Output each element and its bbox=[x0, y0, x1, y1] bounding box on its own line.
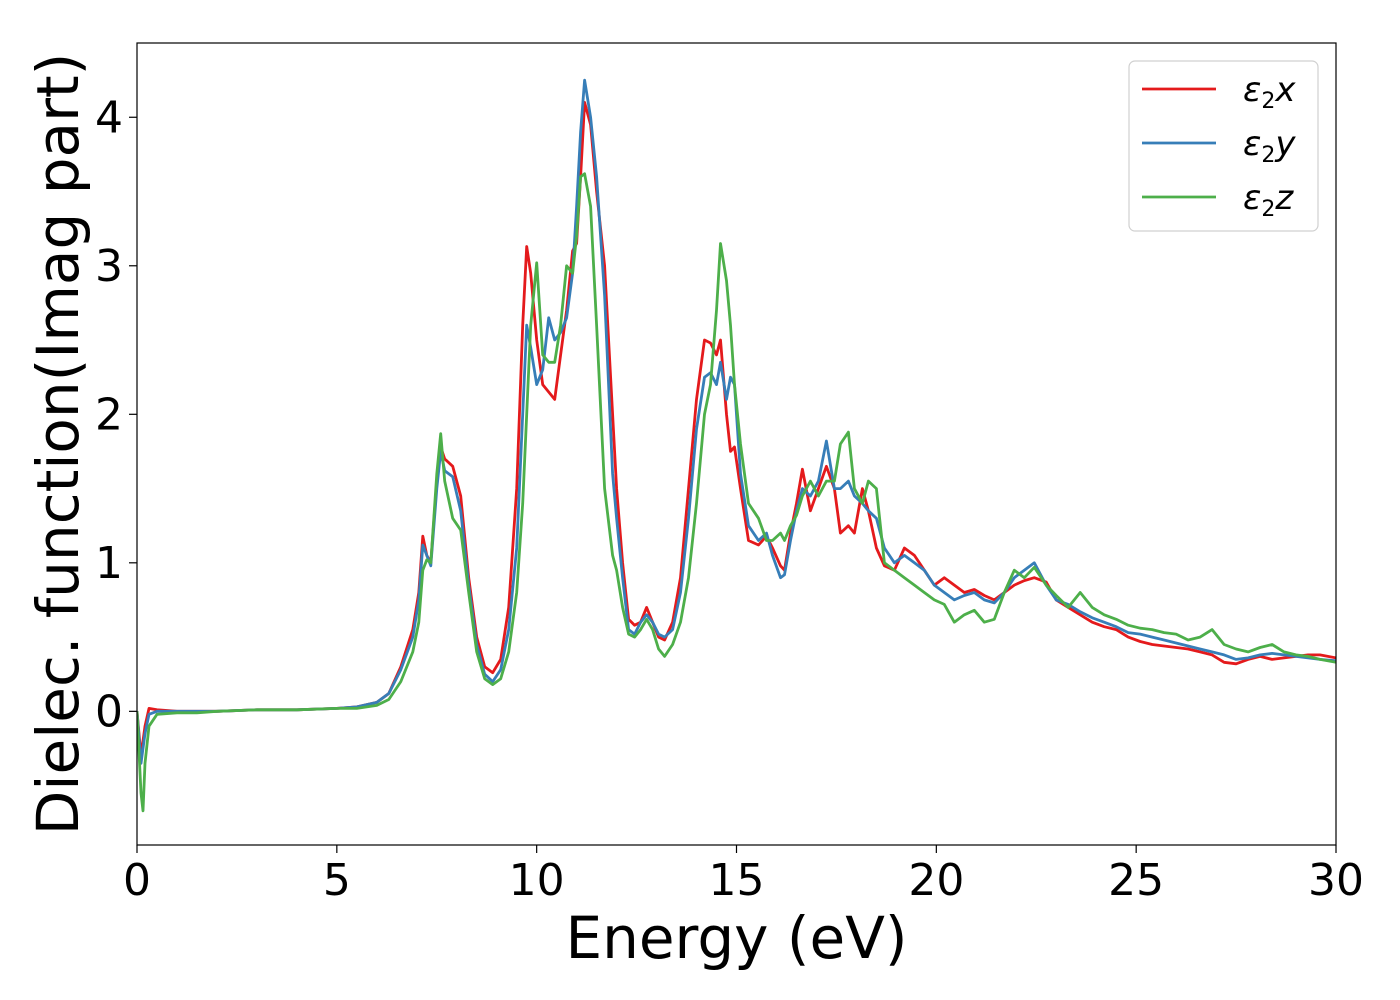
y-tick-label: 0 bbox=[95, 686, 123, 737]
y-tick-label: 4 bbox=[95, 92, 123, 143]
plot-area bbox=[137, 78, 1336, 813]
legend-label-y: ε2y bbox=[1243, 124, 1296, 168]
x-tick-label: 30 bbox=[1308, 855, 1364, 906]
x-axis-title: Energy (eV) bbox=[565, 904, 907, 972]
y-tick-label: 3 bbox=[95, 241, 123, 292]
x-tick-label: 25 bbox=[1108, 855, 1164, 906]
x-tick-label: 10 bbox=[509, 855, 565, 906]
y-tick-label: 2 bbox=[95, 389, 123, 440]
x-tick-label: 0 bbox=[123, 855, 151, 906]
y-tick-label: 1 bbox=[95, 538, 123, 589]
legend-label-x: ε2x bbox=[1243, 70, 1296, 114]
series-line-z bbox=[137, 172, 1336, 813]
y-axis-title: Dielec. function(Imag part) bbox=[24, 53, 92, 836]
x-axis: 0 5 10 15 20 25 30 bbox=[123, 845, 1364, 906]
legend-box bbox=[1128, 60, 1319, 232]
x-tick-label: 15 bbox=[709, 855, 765, 906]
legend-label-z: ε2z bbox=[1243, 178, 1294, 222]
x-tick-label: 20 bbox=[908, 855, 964, 906]
legend: ε2x ε2y ε2z bbox=[1128, 60, 1319, 232]
y-axis: 0 1 2 3 4 bbox=[95, 92, 137, 737]
x-tick-label: 5 bbox=[323, 855, 351, 906]
